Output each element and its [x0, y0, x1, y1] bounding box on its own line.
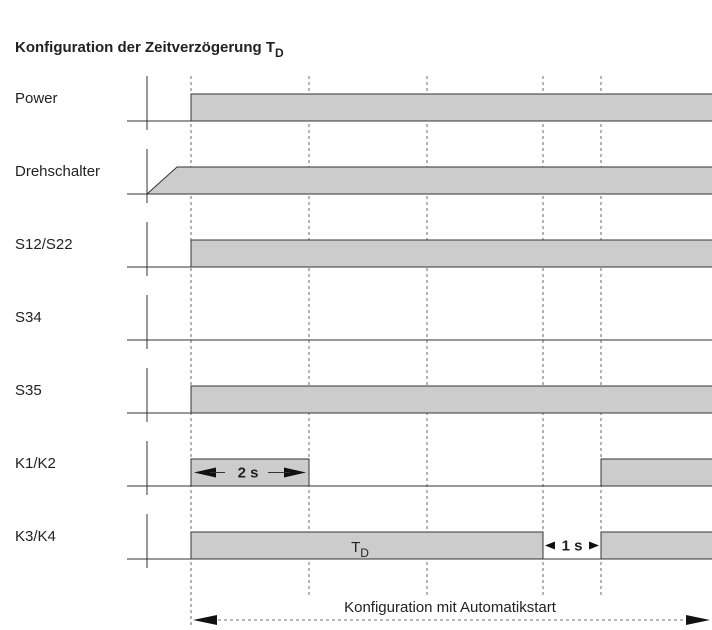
arrowhead — [686, 615, 710, 625]
arrowhead — [545, 541, 555, 550]
signal-label: S34 — [15, 309, 42, 326]
arrowhead — [284, 467, 306, 478]
signal-high — [190, 531, 544, 560]
signal-label: Drehschalter — [15, 163, 100, 180]
signal-label: S12/S22 — [15, 236, 73, 253]
signal-label: K1/K2 — [15, 455, 56, 472]
signal-label: S35 — [15, 382, 42, 399]
signal-rows: Power Drehschalter S12/S22 S34 S35 K1/K2 K3/K4 — [15, 76, 712, 568]
title-subscript: D — [275, 46, 284, 60]
title-text: Konfiguration der Zeitverzögerung T — [15, 39, 275, 56]
signal-high — [190, 239, 712, 268]
signal-label: K3/K4 — [15, 528, 56, 545]
signal-high — [600, 531, 712, 560]
signal-label: Power — [15, 90, 58, 107]
arrowhead — [194, 467, 216, 478]
arrowhead — [589, 541, 599, 550]
diagram-title: Konfiguration der Zeitverzögerung TD — [15, 39, 284, 60]
signal-high — [145, 166, 712, 195]
annotations: 2 s TD 1 s Konfiguration mit Automatikstart — [193, 465, 710, 625]
arrowhead — [193, 615, 217, 625]
gap-label: 1 s — [562, 538, 583, 555]
td-text: T — [351, 539, 360, 556]
td-label: TD — [351, 539, 369, 560]
duration-label: 2 s — [238, 465, 259, 482]
signal-high — [600, 458, 712, 487]
td-subscript: D — [360, 546, 369, 560]
signal-high — [190, 385, 712, 414]
signal-high — [190, 93, 712, 122]
range-label: Konfiguration mit Automatikstart — [344, 599, 557, 616]
